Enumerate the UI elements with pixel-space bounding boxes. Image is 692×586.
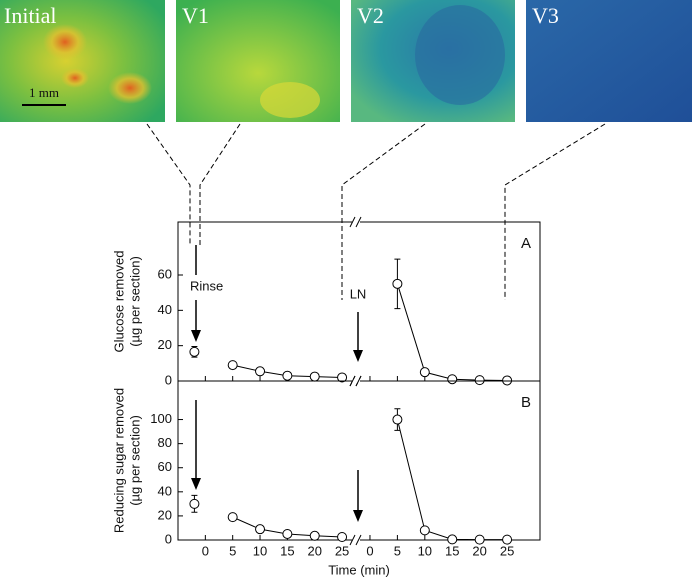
- image-v3: [526, 0, 692, 122]
- panel-label: A: [521, 235, 531, 252]
- dark-region: [415, 5, 505, 105]
- arrow-head: [353, 350, 363, 362]
- data-point: [255, 366, 266, 377]
- break-mark: [349, 216, 356, 228]
- image-label: Initial: [4, 3, 57, 28]
- data-point: [502, 534, 513, 545]
- data-point: [227, 360, 238, 371]
- hotspot: [260, 82, 320, 118]
- connector: [146, 123, 191, 245]
- break-mark: [349, 534, 356, 546]
- panel-label: B: [521, 394, 531, 411]
- x-tick-label: 5: [229, 543, 236, 558]
- data-point: [255, 524, 266, 535]
- arrow-head: [353, 510, 363, 522]
- x-tick-label: 5: [394, 543, 401, 558]
- y-tick-label: 40: [158, 302, 172, 317]
- data-point: [337, 372, 348, 383]
- y-axis-label: (µg per section): [127, 415, 142, 506]
- y-tick-label: 40: [158, 483, 172, 498]
- x-tick-label: 10: [253, 543, 267, 558]
- data-point: [447, 534, 458, 545]
- y-tick-label: 0: [165, 531, 172, 546]
- line: [396, 419, 508, 541]
- y-tick-label: 0: [165, 372, 172, 387]
- data-point: [189, 498, 200, 509]
- x-tick-label: 20: [472, 543, 486, 558]
- break-mark: [355, 534, 362, 546]
- x-tick-label: 25: [500, 543, 514, 558]
- line: [396, 283, 508, 381]
- x-tick-label: 15: [445, 543, 459, 558]
- scale-label: 1 mm: [29, 85, 59, 100]
- data-point: [392, 414, 403, 425]
- data-point: [474, 375, 485, 386]
- data-point: [502, 375, 513, 386]
- y-tick-label: 100: [150, 411, 172, 426]
- data-point: [189, 346, 200, 357]
- data-point: [392, 278, 403, 289]
- data-point: [282, 370, 293, 381]
- arrow-head: [191, 330, 201, 342]
- image-label: V3: [532, 3, 559, 28]
- y-axis-label: Glucose removed: [111, 251, 126, 353]
- annotation: Rinse: [190, 278, 223, 293]
- y-tick-label: 60: [158, 266, 172, 281]
- y-axis-label: Reducing sugar removed: [111, 388, 126, 533]
- x-axis-label: Time (min): [328, 562, 390, 577]
- break-mark: [355, 375, 362, 387]
- break-mark: [355, 216, 362, 228]
- y-tick-label: 20: [158, 507, 172, 522]
- data-point: [309, 530, 320, 541]
- data-point: [447, 374, 458, 385]
- axis-break: [352, 538, 360, 542]
- y-tick-label: 20: [158, 337, 172, 352]
- x-tick-label: 15: [280, 543, 294, 558]
- image-label: V1: [182, 3, 209, 28]
- data-point: [309, 371, 320, 382]
- axis-break: [352, 379, 360, 383]
- connector: [341, 123, 426, 300]
- connector: [199, 123, 241, 245]
- data-point: [227, 512, 238, 523]
- connectors: [146, 123, 606, 300]
- break-mark: [349, 375, 356, 387]
- image-label: V2: [357, 3, 384, 28]
- hotspot: [43, 24, 87, 60]
- y-axis-label: (µg per section): [127, 256, 142, 347]
- x-tick-label: 0: [202, 543, 209, 558]
- data-point: [419, 525, 430, 536]
- y-tick-label: 60: [158, 459, 172, 474]
- x-tick-label: 10: [418, 543, 432, 558]
- hotspot: [61, 68, 89, 88]
- data-point: [337, 531, 348, 542]
- x-tick-label: 25: [335, 543, 349, 558]
- hotspot: [108, 72, 152, 104]
- data-point: [474, 534, 485, 545]
- x-tick-label: 0: [366, 543, 373, 558]
- annotation: LN: [350, 286, 367, 301]
- arrow-head: [191, 478, 201, 490]
- data-point: [419, 367, 430, 378]
- connector: [504, 123, 606, 300]
- x-tick-label: 20: [307, 543, 321, 558]
- data-point: [282, 528, 293, 539]
- axis-break: [352, 220, 360, 224]
- micrographs: 1 mm Initial V1 V2 V3: [0, 0, 692, 122]
- y-tick-label: 80: [158, 435, 172, 450]
